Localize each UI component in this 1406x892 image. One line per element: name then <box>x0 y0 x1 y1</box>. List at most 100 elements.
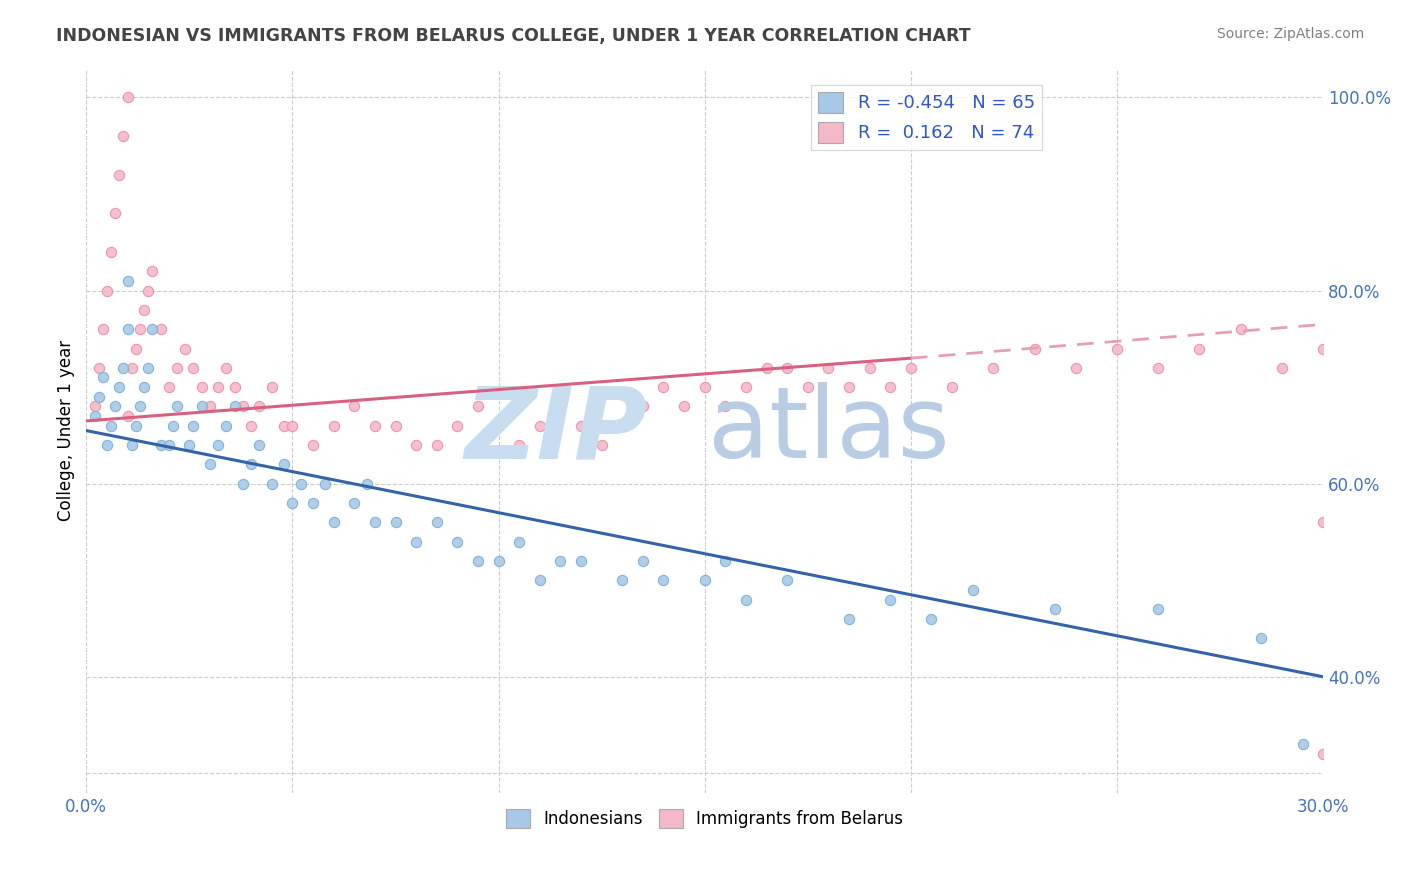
Point <box>356 476 378 491</box>
Point <box>1105 342 1128 356</box>
Point <box>529 573 551 587</box>
Point <box>96 438 118 452</box>
Point <box>1043 602 1066 616</box>
Point <box>207 438 229 452</box>
Point <box>488 418 510 433</box>
Legend: Indonesians, Immigrants from Belarus: Indonesians, Immigrants from Belarus <box>499 803 910 835</box>
Point <box>290 476 312 491</box>
Point <box>112 360 135 375</box>
Point <box>314 476 336 491</box>
Point <box>797 380 820 394</box>
Point <box>1229 322 1251 336</box>
Point <box>879 380 901 394</box>
Point <box>87 360 110 375</box>
Point <box>1147 602 1170 616</box>
Point <box>838 380 860 394</box>
Point <box>157 438 180 452</box>
Point <box>121 438 143 452</box>
Point <box>117 90 139 104</box>
Point <box>198 458 221 472</box>
Point <box>714 554 737 568</box>
Point <box>776 573 799 587</box>
Y-axis label: College, Under 1 year: College, Under 1 year <box>58 340 75 521</box>
Point <box>322 516 344 530</box>
Point <box>273 418 295 433</box>
Point <box>343 400 366 414</box>
Point <box>652 380 675 394</box>
Point <box>121 360 143 375</box>
Point <box>631 554 654 568</box>
Point <box>215 360 238 375</box>
Point <box>125 342 148 356</box>
Point <box>343 496 366 510</box>
Point <box>240 418 263 433</box>
Point <box>281 496 304 510</box>
Point <box>1188 342 1211 356</box>
Point <box>920 612 942 626</box>
Point <box>112 129 135 144</box>
Point <box>652 573 675 587</box>
Point <box>776 360 799 375</box>
Text: atlas: atlas <box>707 382 949 479</box>
Point <box>1312 342 1334 356</box>
Point <box>364 516 387 530</box>
Point <box>322 418 344 433</box>
Point <box>162 418 184 433</box>
Point <box>1024 342 1046 356</box>
Point <box>981 360 1004 375</box>
Point <box>488 554 510 568</box>
Point <box>1271 360 1294 375</box>
Point <box>405 534 427 549</box>
Point <box>467 400 489 414</box>
Point <box>1312 516 1334 530</box>
Point <box>384 516 406 530</box>
Point <box>941 380 963 394</box>
Point <box>174 342 197 356</box>
Point <box>141 322 163 336</box>
Point <box>446 534 468 549</box>
Point <box>673 400 696 414</box>
Point <box>446 418 468 433</box>
Point <box>190 400 212 414</box>
Point <box>569 554 592 568</box>
Point <box>117 274 139 288</box>
Point <box>1064 360 1087 375</box>
Point <box>569 418 592 433</box>
Point <box>215 418 238 433</box>
Point <box>232 400 254 414</box>
Point <box>962 582 984 597</box>
Point <box>591 438 613 452</box>
Point <box>83 409 105 423</box>
Point <box>838 612 860 626</box>
Point <box>198 400 221 414</box>
Point <box>141 264 163 278</box>
Point <box>128 400 150 414</box>
Text: ZIP: ZIP <box>465 382 648 479</box>
Point <box>714 400 737 414</box>
Point <box>302 496 325 510</box>
Point <box>273 458 295 472</box>
Point <box>157 380 180 394</box>
Point <box>136 360 159 375</box>
Point <box>405 438 427 452</box>
Point <box>693 380 716 394</box>
Point <box>179 438 201 452</box>
Point <box>83 400 105 414</box>
Point <box>240 458 263 472</box>
Point <box>91 322 114 336</box>
Point <box>132 380 155 394</box>
Point <box>900 360 922 375</box>
Point <box>117 409 139 423</box>
Text: INDONESIAN VS IMMIGRANTS FROM BELARUS COLLEGE, UNDER 1 YEAR CORRELATION CHART: INDONESIAN VS IMMIGRANTS FROM BELARUS CO… <box>56 27 972 45</box>
Point <box>1147 360 1170 375</box>
Point <box>1250 631 1272 645</box>
Point <box>693 573 716 587</box>
Text: Source: ZipAtlas.com: Source: ZipAtlas.com <box>1216 27 1364 41</box>
Point <box>100 244 122 259</box>
Point <box>260 476 283 491</box>
Point <box>149 438 172 452</box>
Point <box>166 360 188 375</box>
Point <box>302 438 325 452</box>
Point <box>426 438 449 452</box>
Point <box>190 380 212 394</box>
